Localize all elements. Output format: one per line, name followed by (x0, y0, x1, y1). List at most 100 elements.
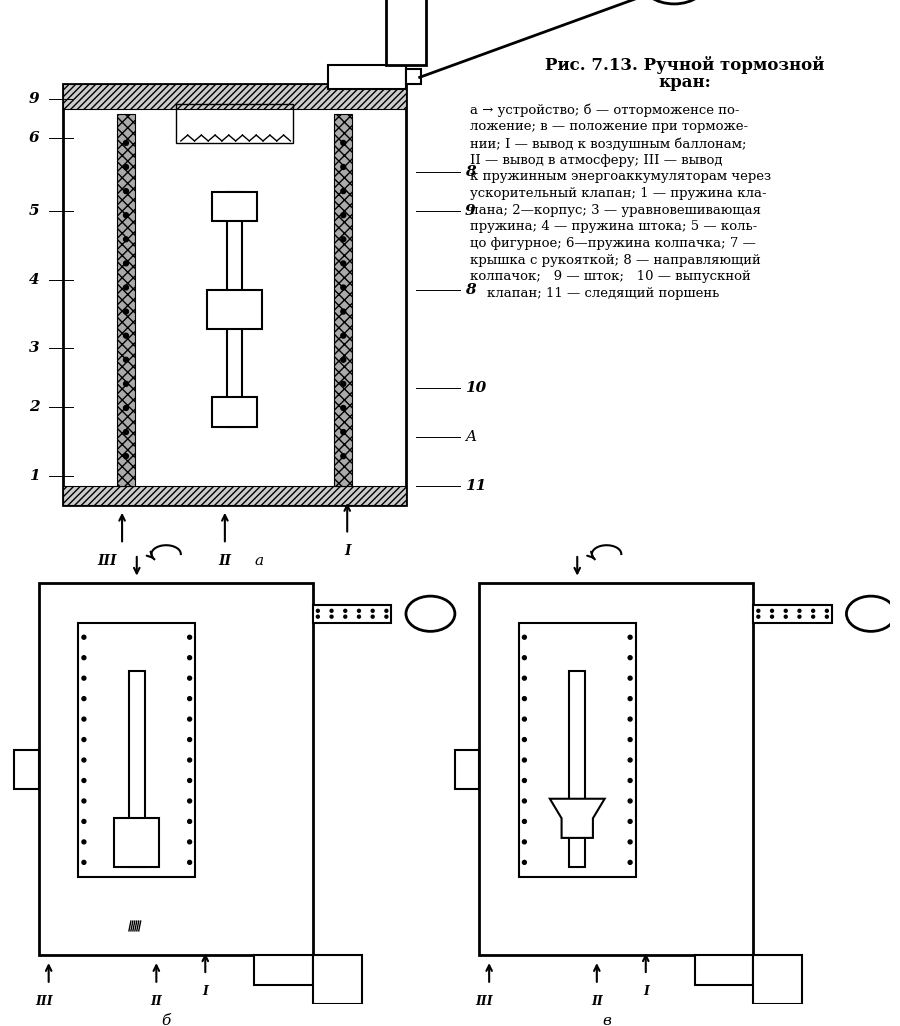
Circle shape (341, 237, 346, 242)
Bar (78, 623, 195, 877)
Polygon shape (550, 799, 605, 838)
Bar (129, 671, 145, 867)
Text: крышка с рукояткой; 8 — направляющий: крышка с рукояткой; 8 — направляющий (470, 253, 760, 267)
Circle shape (123, 212, 129, 218)
Bar (518, 623, 636, 877)
Circle shape (188, 779, 192, 783)
Circle shape (341, 333, 346, 339)
Circle shape (341, 453, 346, 459)
Circle shape (628, 820, 632, 824)
Text: III: III (98, 554, 117, 568)
Circle shape (123, 453, 129, 459)
Circle shape (123, 285, 129, 290)
Text: II: II (150, 994, 162, 1008)
Circle shape (82, 656, 86, 660)
Circle shape (628, 799, 632, 803)
Bar (63, 485, 406, 505)
Bar (454, 750, 480, 789)
Circle shape (188, 758, 192, 762)
Circle shape (371, 616, 374, 618)
Circle shape (812, 609, 815, 613)
Bar (695, 955, 753, 985)
Bar (63, 84, 406, 505)
Circle shape (188, 820, 192, 824)
Circle shape (522, 840, 526, 843)
Circle shape (784, 609, 788, 613)
Circle shape (123, 430, 129, 434)
Circle shape (522, 697, 526, 701)
Circle shape (798, 609, 801, 613)
Circle shape (341, 261, 346, 266)
Text: колпачок;   9 — шток;   10 — выпускной: колпачок; 9 — шток; 10 — выпускной (470, 270, 751, 283)
Circle shape (341, 430, 346, 434)
Circle shape (123, 382, 129, 387)
Circle shape (628, 861, 632, 864)
Circle shape (522, 820, 526, 824)
Circle shape (82, 779, 86, 783)
Circle shape (317, 616, 319, 618)
Bar (176, 104, 293, 143)
Circle shape (188, 738, 192, 742)
Text: I: I (344, 544, 350, 558)
Bar (313, 955, 362, 1004)
Circle shape (123, 309, 129, 314)
Circle shape (344, 609, 346, 613)
Circle shape (341, 405, 346, 410)
Circle shape (82, 758, 86, 762)
Text: а: а (254, 554, 264, 568)
Circle shape (385, 609, 388, 613)
Text: 9: 9 (464, 204, 475, 219)
Text: нии; I — вывод к воздушным баллонам;: нии; I — вывод к воздушным баллонам; (470, 137, 746, 151)
Circle shape (123, 189, 129, 194)
Text: б: б (161, 1014, 171, 1026)
Circle shape (784, 616, 788, 618)
Text: I: I (202, 985, 208, 997)
Circle shape (522, 676, 526, 680)
Bar (14, 750, 39, 789)
Bar (254, 955, 313, 985)
Circle shape (188, 676, 192, 680)
Circle shape (628, 840, 632, 843)
Circle shape (82, 840, 86, 843)
Circle shape (522, 717, 526, 721)
Circle shape (522, 799, 526, 803)
Circle shape (188, 861, 192, 864)
Circle shape (123, 141, 129, 146)
Bar (570, 671, 585, 867)
Circle shape (628, 758, 632, 762)
Text: A: A (464, 430, 476, 443)
Circle shape (628, 635, 632, 639)
Circle shape (812, 616, 815, 618)
Circle shape (341, 357, 346, 362)
Circle shape (522, 758, 526, 762)
Text: клапан; 11 — следящий поршень: клапан; 11 — следящий поршень (470, 287, 719, 300)
Circle shape (82, 676, 86, 680)
Circle shape (341, 141, 346, 146)
Text: 10: 10 (464, 381, 486, 395)
Circle shape (628, 717, 632, 721)
Text: пружина; 4 — пружина штока; 5 — коль-: пружина; 4 — пружина штока; 5 — коль- (470, 221, 757, 233)
Text: 2: 2 (29, 400, 40, 415)
Circle shape (82, 738, 86, 742)
Circle shape (82, 717, 86, 721)
Text: 9: 9 (29, 92, 40, 106)
Circle shape (522, 738, 526, 742)
Text: цо фигурное; 6—пружина колпачка; 7 —: цо фигурное; 6—пружина колпачка; 7 — (470, 237, 755, 250)
Circle shape (341, 285, 346, 290)
Circle shape (825, 609, 828, 613)
Bar (212, 192, 257, 222)
Circle shape (522, 779, 526, 783)
Circle shape (317, 609, 319, 613)
Bar (227, 192, 242, 427)
Bar (753, 605, 832, 623)
Circle shape (344, 616, 346, 618)
Text: I: I (643, 985, 649, 997)
Circle shape (798, 616, 801, 618)
Text: ускорительный клапан; 1 — пружина кла-: ускорительный клапан; 1 — пружина кла- (470, 187, 766, 200)
Text: 5: 5 (29, 204, 40, 219)
Circle shape (341, 189, 346, 194)
Bar (39, 584, 313, 955)
Circle shape (357, 616, 360, 618)
Circle shape (188, 697, 192, 701)
Circle shape (522, 656, 526, 660)
